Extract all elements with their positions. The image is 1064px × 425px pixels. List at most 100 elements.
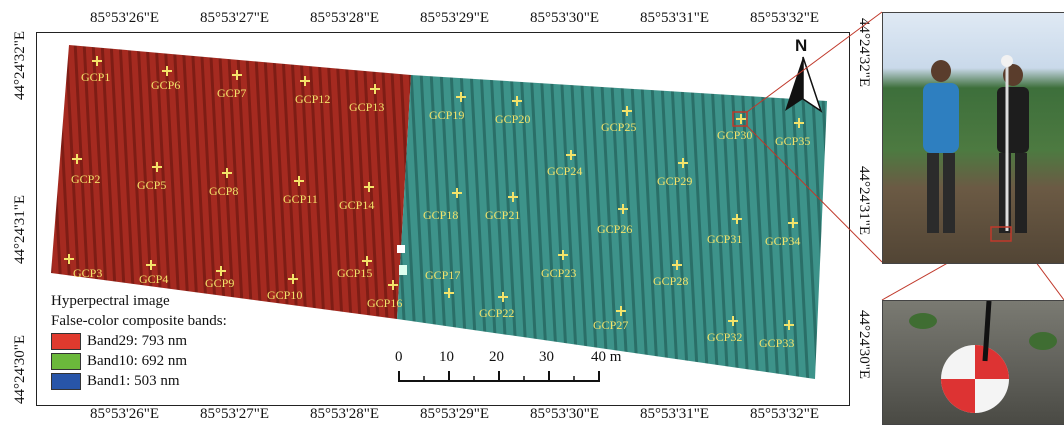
gcp-label: GCP6 bbox=[151, 78, 180, 92]
scale-bar-line bbox=[398, 371, 600, 382]
gcp-marker: GCP11 bbox=[283, 176, 318, 206]
gcp-label: GCP31 bbox=[707, 232, 742, 246]
coord-top-2: 85°53'27"E bbox=[200, 10, 269, 26]
gcp-label: GCP10 bbox=[267, 288, 302, 302]
closeup-photo bbox=[882, 300, 1064, 425]
gcp-marker: GCP28 bbox=[653, 260, 688, 288]
band29-label: Band29: 793 nm bbox=[87, 333, 187, 349]
legend-subtitle: False-color composite bands: bbox=[51, 313, 227, 329]
gcp-label: GCP27 bbox=[593, 318, 628, 332]
legend-band-10: Band10: 692 nm bbox=[51, 351, 227, 371]
north-arrow-icon: N bbox=[785, 36, 823, 113]
gcp-label: GCP32 bbox=[707, 330, 742, 344]
coord-bottom-1: 85°53'26"E bbox=[90, 406, 159, 422]
gcp-label: GCP24 bbox=[547, 164, 582, 178]
gcp-marker: GCP33 bbox=[759, 320, 794, 350]
gcp-label: GCP5 bbox=[137, 178, 166, 192]
coord-bottom-4: 85°53'29"E bbox=[420, 406, 489, 422]
legend-band-1: Band1: 503 nm bbox=[51, 371, 227, 391]
gcp-label: GCP1 bbox=[81, 70, 110, 84]
gcp-marker: GCP13 bbox=[349, 84, 384, 114]
gcp-marker: GCP32 bbox=[707, 316, 742, 344]
gcp-marker: GCP20 bbox=[495, 96, 530, 126]
gcp-label: GCP28 bbox=[653, 274, 688, 288]
gcp-marker: GCP9 bbox=[205, 266, 234, 290]
gcp-label: GCP11 bbox=[283, 192, 318, 206]
gcp-marker: GCP30 bbox=[717, 114, 752, 142]
gcp-label: GCP35 bbox=[775, 134, 810, 148]
legend-band-29: Band29: 793 nm bbox=[51, 331, 227, 351]
gcp-label: GCP3 bbox=[73, 266, 102, 280]
coord-bottom-6: 85°53'31"E bbox=[640, 406, 709, 422]
closeup-photo-art bbox=[909, 301, 1057, 413]
gcp-marker: GCP3 bbox=[64, 254, 102, 280]
gcp-marker: GCP12 bbox=[295, 76, 330, 106]
gcp-label: GCP33 bbox=[759, 336, 794, 350]
gcp-label: GCP26 bbox=[597, 222, 632, 236]
gcp-label: GCP19 bbox=[429, 108, 464, 122]
field-photo-art bbox=[923, 55, 1029, 242]
gcp-label: GCP9 bbox=[205, 276, 234, 290]
coord-top-3: 85°53'28"E bbox=[310, 10, 379, 26]
gcp-label: GCP12 bbox=[295, 92, 330, 106]
gcp-marker: GCP21 bbox=[485, 192, 520, 222]
coord-top-4: 85°53'29"E bbox=[420, 10, 489, 26]
gcp-marker: GCP17 bbox=[425, 268, 460, 298]
gcp-label: GCP20 bbox=[495, 112, 530, 126]
band1-label: Band1: 503 nm bbox=[87, 373, 180, 389]
coord-bottom-5: 85°53'30"E bbox=[530, 406, 599, 422]
gcp-label: GCP2 bbox=[71, 172, 100, 186]
gcp-label: GCP29 bbox=[657, 174, 692, 188]
gcp-label: GCP18 bbox=[423, 208, 458, 222]
gcp-marker: GCP26 bbox=[597, 204, 632, 236]
gcp-marker: GCP27 bbox=[593, 306, 628, 332]
legend-title: Hyperpectral image bbox=[51, 293, 170, 309]
gcp-layer: GCP1 GCP2 GCP3 GCP4 GCP5 GCP6 GCP7 GCP8 GCP9 GCP1… bbox=[64, 56, 810, 350]
gcp-label: GCP7 bbox=[217, 86, 246, 100]
gcp-marker: GCP22 bbox=[479, 292, 514, 320]
gcp-label: GCP25 bbox=[601, 120, 636, 134]
gcp-marker: GCP2 bbox=[71, 154, 100, 186]
gcp-marker: GCP4 bbox=[139, 260, 168, 286]
gcp-label: GCP4 bbox=[139, 272, 168, 286]
gcp-marker: GCP29 bbox=[657, 158, 692, 188]
map-frame: N GCP1 GCP2 GCP3 GCP4 GCP5 GCP6 GCP7 GCP8 GCP9 GC… bbox=[36, 32, 850, 406]
gcp-marker: GCP14 bbox=[339, 182, 374, 212]
gcp-label: GCP14 bbox=[339, 198, 374, 212]
band10-label: Band10: 692 nm bbox=[87, 353, 187, 369]
coord-bottom-3: 85°53'28"E bbox=[310, 406, 379, 422]
coord-top-5: 85°53'30"E bbox=[530, 10, 599, 26]
gcp-marker: GCP10 bbox=[267, 274, 302, 302]
gcp-marker: GCP5 bbox=[137, 162, 166, 192]
coord-top-6: 85°53'31"E bbox=[640, 10, 709, 26]
scale-tick-0: 0 bbox=[395, 349, 403, 365]
gcp-marker: GCP25 bbox=[601, 106, 636, 134]
band29-swatch bbox=[51, 332, 81, 350]
gcp-marker: GCP19 bbox=[429, 92, 466, 122]
gcp-label: GCP23 bbox=[541, 266, 576, 280]
coord-top-7: 85°53'32"E bbox=[750, 10, 819, 26]
gcp-marker: GCP8 bbox=[209, 168, 238, 198]
gcp-label: GCP30 bbox=[717, 128, 752, 142]
gcp-marker: GCP18 bbox=[423, 188, 462, 222]
field-photo bbox=[882, 12, 1064, 264]
gcp-marker: GCP7 bbox=[217, 70, 246, 100]
gcp-marker: GCP6 bbox=[151, 66, 180, 92]
gcp-marker: GCP31 bbox=[707, 214, 742, 246]
gcp-marker: GCP34 bbox=[765, 218, 800, 248]
scale-tick-30: 30 bbox=[539, 349, 554, 365]
gcp-label: GCP34 bbox=[765, 234, 800, 248]
gcp-marker: GCP15 bbox=[337, 256, 372, 280]
gcp-label: GCP8 bbox=[209, 184, 238, 198]
gcp-marker: GCP16 bbox=[367, 280, 402, 310]
scale-tick-40: 40 m bbox=[591, 349, 622, 365]
scale-tick-10: 10 bbox=[439, 349, 454, 365]
gcp-marker: GCP23 bbox=[541, 250, 576, 280]
north-label: N bbox=[795, 36, 807, 55]
gcp-marker: GCP24 bbox=[547, 150, 582, 178]
gcp-label: GCP22 bbox=[479, 306, 514, 320]
band10-swatch bbox=[51, 352, 81, 370]
gcp-label: GCP15 bbox=[337, 266, 372, 280]
gcp-marker: GCP35 bbox=[775, 118, 810, 148]
legend: Hyperpectral image False-color composite… bbox=[51, 291, 227, 391]
